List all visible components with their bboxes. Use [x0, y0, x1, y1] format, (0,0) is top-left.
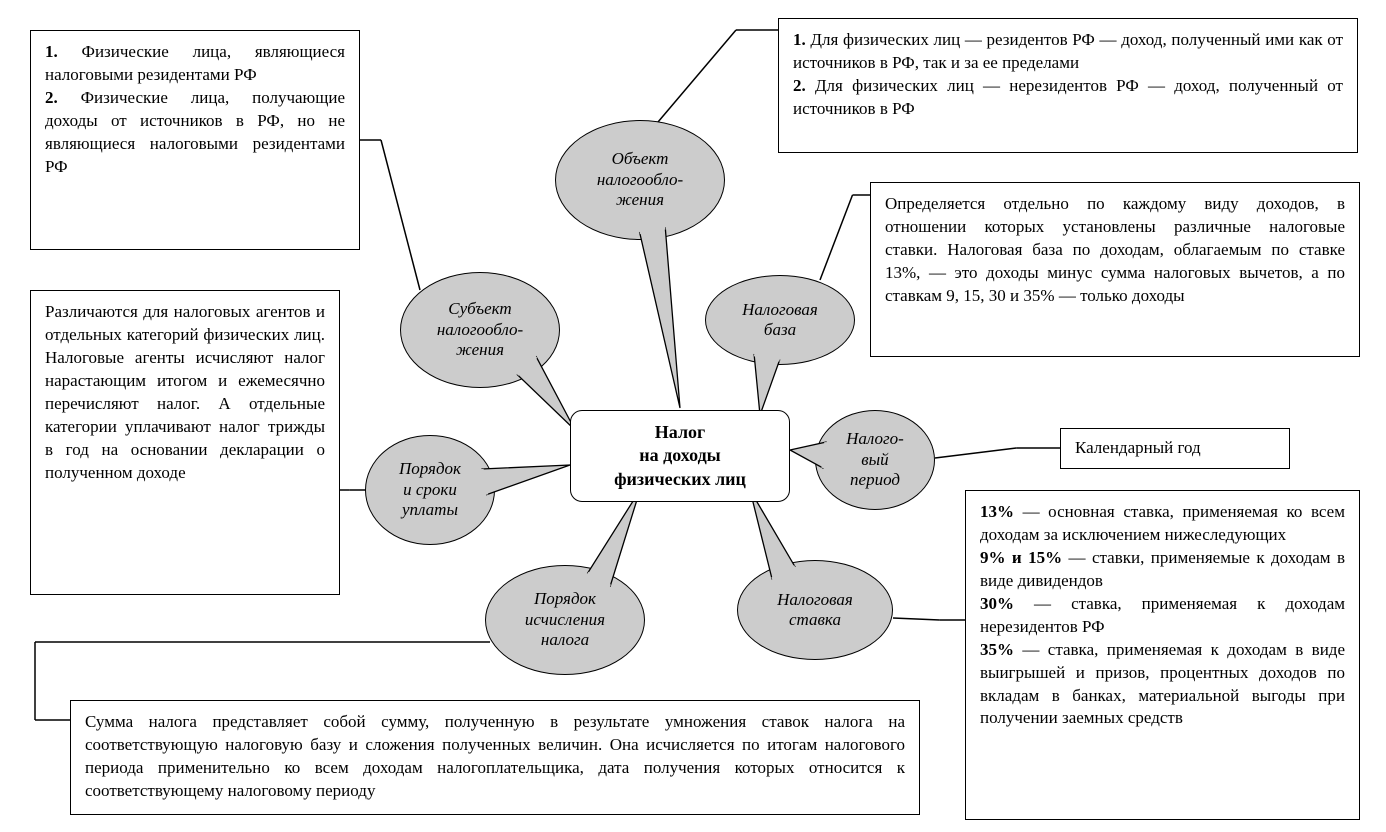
bubble-period: Налого-выйпериод	[815, 410, 935, 510]
bubble-calc: Порядокисчисленияналога	[485, 565, 645, 675]
box-base_box: Определяется отдельно по каждому виду до…	[870, 182, 1360, 357]
bubble-object-label: Объектналогообло-жения	[597, 149, 683, 210]
bubble-calc-label: Порядокисчисленияналога	[525, 589, 605, 650]
bubble-object: Объектналогообло-жения	[555, 120, 725, 240]
bubble-subject-label: Субъектналогообло-жения	[437, 299, 523, 360]
bubble-base-label: Налоговаябаза	[742, 300, 818, 341]
center-concept: Налогна доходыфизических лиц	[570, 410, 790, 502]
bubble-rate: Налоговаяставка	[737, 560, 893, 660]
box-subject_box: 1. Физические лица, являющиеся налоговым…	[30, 30, 360, 250]
bubble-pay-label: Порядоки срокиуплаты	[399, 459, 461, 520]
bubble-subject: Субъектналогообло-жения	[400, 272, 560, 388]
box-object_box: 1. Для физических лиц — резидентов РФ — …	[778, 18, 1358, 153]
box-pay_box: Различаются для налоговых агентов и отде…	[30, 290, 340, 595]
bubble-rate-label: Налоговаяставка	[777, 590, 853, 631]
bubble-period-label: Налого-выйпериод	[846, 429, 904, 490]
box-rate_box: 13% — основная ставка, применяемая ко вс…	[965, 490, 1360, 820]
bubble-base: Налоговаябаза	[705, 275, 855, 365]
bubble-pay: Порядоки срокиуплаты	[365, 435, 495, 545]
box-period_box: Календарный год	[1060, 428, 1290, 469]
box-calc_box: Сумма налога представляет собой сумму, п…	[70, 700, 920, 815]
